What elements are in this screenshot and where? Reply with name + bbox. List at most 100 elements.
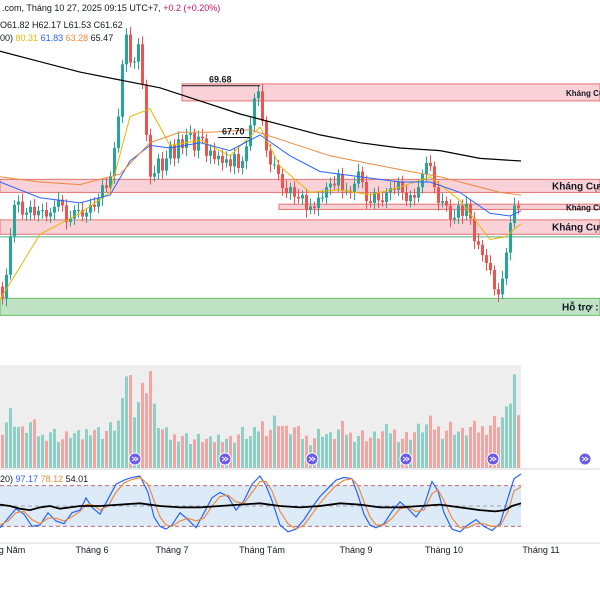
candle-body: [265, 120, 268, 151]
candle-body: [473, 218, 476, 242]
candle-body: [369, 201, 372, 203]
x-axis-label-5: Tháng 10: [425, 545, 463, 555]
volume-bar: [281, 426, 284, 468]
candle-body: [301, 195, 304, 199]
stoch-d-value: 78.12: [40, 474, 64, 484]
volume-bar: [253, 426, 256, 468]
volume-bar: [97, 427, 100, 468]
volume-bar: [333, 438, 336, 468]
volume-bar: [405, 432, 408, 468]
header-change: +0.2 (+0.20%): [163, 3, 221, 13]
candle-body: [397, 181, 400, 190]
volume-bar: [57, 441, 60, 468]
stoch-k-line: [0, 473, 522, 533]
ma-line-3: [0, 50, 522, 162]
volume-bar: [425, 424, 428, 468]
candle-body: [53, 206, 56, 213]
candle-body: [517, 205, 520, 209]
volume-bar: [513, 374, 516, 468]
candle-body: [77, 210, 80, 212]
volume-bar: [121, 398, 124, 468]
volume-bar: [365, 441, 368, 468]
candle-body: [209, 150, 212, 156]
candle-body: [153, 173, 156, 177]
candle-body: [293, 187, 296, 197]
volume-bar: [361, 430, 364, 468]
candle-body: [193, 133, 196, 151]
volume-bar: [337, 429, 340, 468]
volume-bar: [157, 427, 160, 468]
volume-bar: [329, 432, 332, 468]
volume-bar: [61, 439, 64, 468]
volume-bar: [165, 427, 168, 468]
candle-body: [273, 164, 276, 166]
stoch-main-line: [0, 502, 522, 513]
volume-bar: [177, 441, 180, 468]
candle-body: [497, 289, 500, 295]
candle-body: [173, 145, 176, 159]
ma-legend: 00) 80.31 61.83 63.28 65.47: [0, 33, 113, 43]
candle-body: [245, 146, 248, 162]
volume-bar: [357, 435, 360, 468]
x-axis-label-6: Tháng 11: [522, 545, 559, 555]
candle-body: [337, 174, 340, 186]
candle-body: [385, 192, 388, 203]
ma-line-0: [0, 108, 522, 300]
candle-body: [429, 162, 432, 167]
candle-body: [45, 210, 48, 217]
volume-bar: [245, 438, 248, 468]
candle-body: [137, 44, 140, 62]
candle-body: [105, 185, 108, 188]
candle-body: [221, 155, 224, 163]
candle-body: [73, 210, 76, 219]
candle-body: [57, 199, 60, 207]
event-marker-arrow-3: [402, 456, 410, 462]
ohlc-low: L61.53: [63, 20, 92, 30]
ma-value-4: 65.47: [90, 33, 114, 43]
ohlc-open: O61.82: [0, 20, 30, 30]
candle-body: [5, 274, 8, 299]
candle-body: [357, 171, 360, 184]
volume-bar: [477, 432, 480, 468]
volume-bar: [417, 423, 420, 468]
volume-bar: [449, 421, 452, 468]
volume-bar: [493, 415, 496, 468]
candle-body: [365, 181, 368, 202]
volume-bar: [13, 426, 16, 468]
candle-body: [333, 183, 336, 186]
candle-body: [121, 64, 124, 117]
candle-body: [165, 158, 168, 171]
candle-body: [373, 192, 376, 203]
candle-body: [29, 206, 32, 213]
volume-bar: [497, 427, 500, 468]
ma-line-1: [0, 134, 522, 217]
volume-bar: [145, 393, 148, 468]
candle-body: [457, 205, 460, 218]
header-line-2: O61.82 H62.17 L61.53 C61.62: [0, 20, 123, 30]
candle-body: [505, 252, 508, 279]
volume-bar: [505, 406, 508, 468]
volume-bar: [509, 403, 512, 468]
candle-body: [309, 206, 312, 210]
stoch-legend: 20) 97.17 78.12 54.01: [0, 474, 88, 484]
volume-bar: [33, 419, 36, 468]
event-marker-arrow-4: [489, 456, 497, 462]
volume-bar: [189, 443, 192, 468]
candle-body: [189, 133, 192, 135]
candle-body: [141, 44, 144, 85]
volume-bar: [233, 442, 236, 468]
volume-bar: [133, 417, 136, 468]
candle-body: [445, 201, 448, 206]
resistance-zone-1: [0, 178, 600, 193]
volume-bar: [317, 428, 320, 468]
candle-body: [41, 210, 44, 212]
volume-bar: [21, 426, 24, 468]
volume-bar: [261, 421, 264, 468]
volume-bar: [453, 434, 456, 468]
volume-bar: [293, 427, 296, 468]
candle-body: [321, 197, 324, 199]
volume-bar: [125, 376, 128, 468]
volume-bar: [37, 436, 40, 468]
volume-bar: [149, 371, 152, 468]
